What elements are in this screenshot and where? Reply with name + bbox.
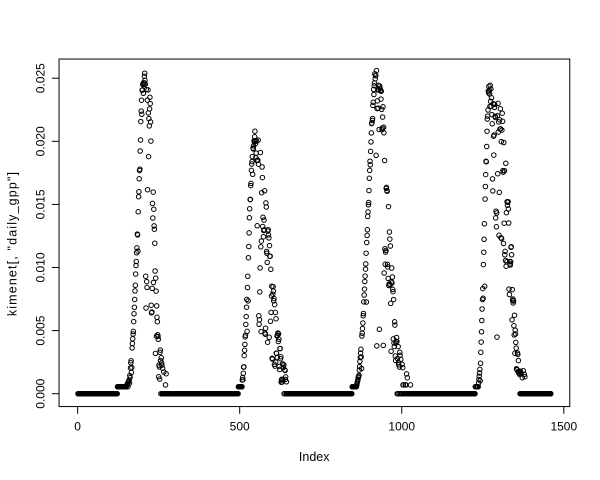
svg-text:Index: Index bbox=[299, 450, 330, 464]
svg-text:0.005: 0.005 bbox=[34, 315, 48, 345]
svg-text:0.025: 0.025 bbox=[34, 63, 48, 93]
svg-text:0: 0 bbox=[74, 420, 81, 434]
svg-text:0.020: 0.020 bbox=[34, 126, 48, 156]
svg-text:0.010: 0.010 bbox=[34, 252, 48, 282]
svg-text:1500: 1500 bbox=[550, 420, 577, 434]
svg-text:500: 500 bbox=[230, 420, 250, 434]
svg-text:1000: 1000 bbox=[388, 420, 415, 434]
svg-text:0.000: 0.000 bbox=[34, 378, 48, 408]
svg-text:0.015: 0.015 bbox=[34, 189, 48, 219]
svg-text:kimenet[, "daily_gpp"]: kimenet[, "daily_gpp"] bbox=[6, 171, 20, 316]
